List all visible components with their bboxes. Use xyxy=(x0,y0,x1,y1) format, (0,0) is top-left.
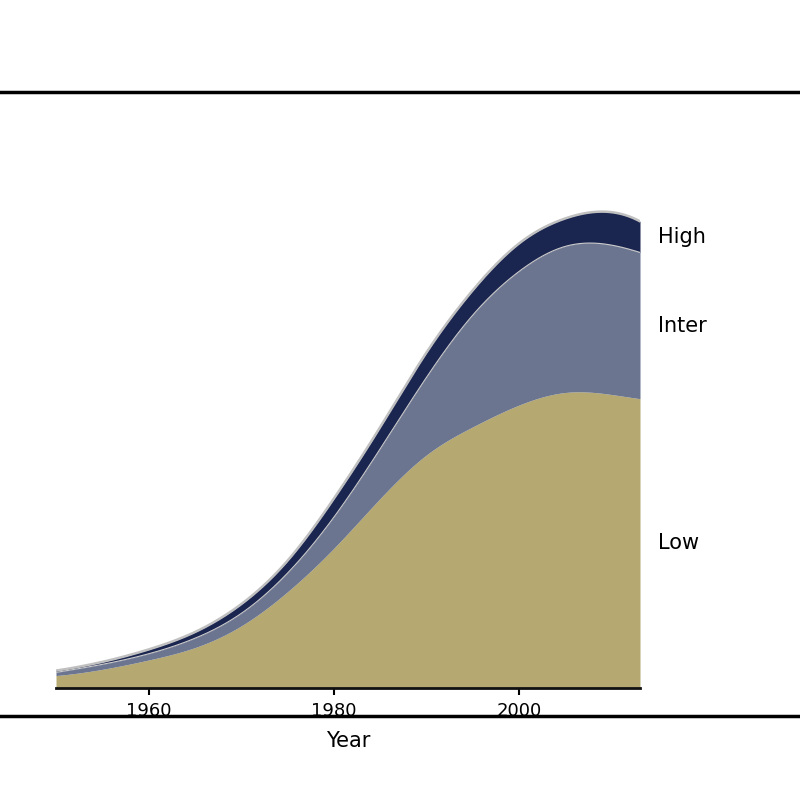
Text: High: High xyxy=(658,227,706,247)
Text: Inter: Inter xyxy=(658,315,706,335)
X-axis label: Year: Year xyxy=(326,731,370,751)
Text: Low: Low xyxy=(658,534,698,554)
